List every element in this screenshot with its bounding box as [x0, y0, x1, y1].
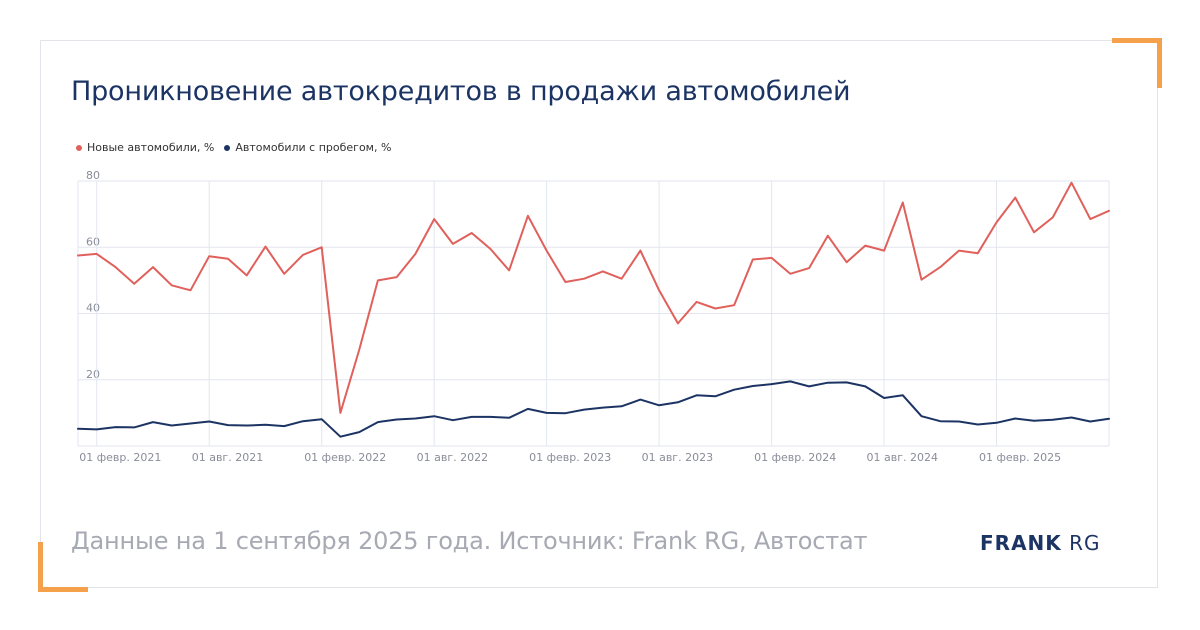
legend-label-new-cars: Новые автомобили, % — [87, 141, 215, 154]
legend-item-new-cars[interactable]: Новые автомобили, % — [76, 141, 214, 154]
corner-accent-top-vertical — [1157, 38, 1162, 88]
legend-item-used-cars[interactable]: Автомобили с пробегом, % — [224, 141, 391, 154]
x-tick-label: 01 авг. 2021 — [192, 451, 263, 464]
chart-title: Проникновение автокредитов в продажи авт… — [71, 76, 851, 107]
x-tick-label: 01 авг. 2023 — [642, 451, 713, 464]
corner-accent-bottom-horizontal — [38, 587, 88, 592]
source-note: Данные на 1 сентября 2025 года. Источник… — [71, 527, 868, 555]
x-tick-label: 01 февр. 2025 — [979, 451, 1061, 464]
x-tick-label: 01 февр. 2022 — [304, 451, 386, 464]
legend-marker-used-cars — [224, 144, 231, 151]
chart-legend: Новые автомобили, % Автомобили с пробего… — [76, 141, 391, 154]
logo-light-text: RG — [1061, 531, 1101, 555]
corner-accent-bottom-vertical — [38, 542, 43, 592]
brand-logo: FRANK RG — [980, 531, 1101, 555]
y-tick-label: 60 — [86, 235, 100, 248]
x-tick-label: 01 февр. 2024 — [754, 451, 836, 464]
y-tick-label: 20 — [86, 368, 100, 381]
y-tick-label: 80 — [86, 169, 100, 182]
series-line-new-cars — [77, 181, 1110, 414]
x-tick-label: 01 февр. 2023 — [529, 451, 611, 464]
legend-marker-new-cars — [76, 144, 82, 151]
series-line-used-cars — [77, 380, 1110, 438]
corner-accent-top-horizontal — [1112, 38, 1162, 43]
logo-bold-text: FRANK — [980, 531, 1062, 555]
y-tick-label: 40 — [86, 302, 100, 315]
legend-label-used-cars: Автомобили с пробегом, % — [235, 141, 392, 154]
x-tick-label: 01 авг. 2022 — [417, 451, 488, 464]
x-tick-label: 01 февр. 2021 — [79, 451, 161, 464]
x-tick-label: 01 авг. 2024 — [867, 451, 938, 464]
